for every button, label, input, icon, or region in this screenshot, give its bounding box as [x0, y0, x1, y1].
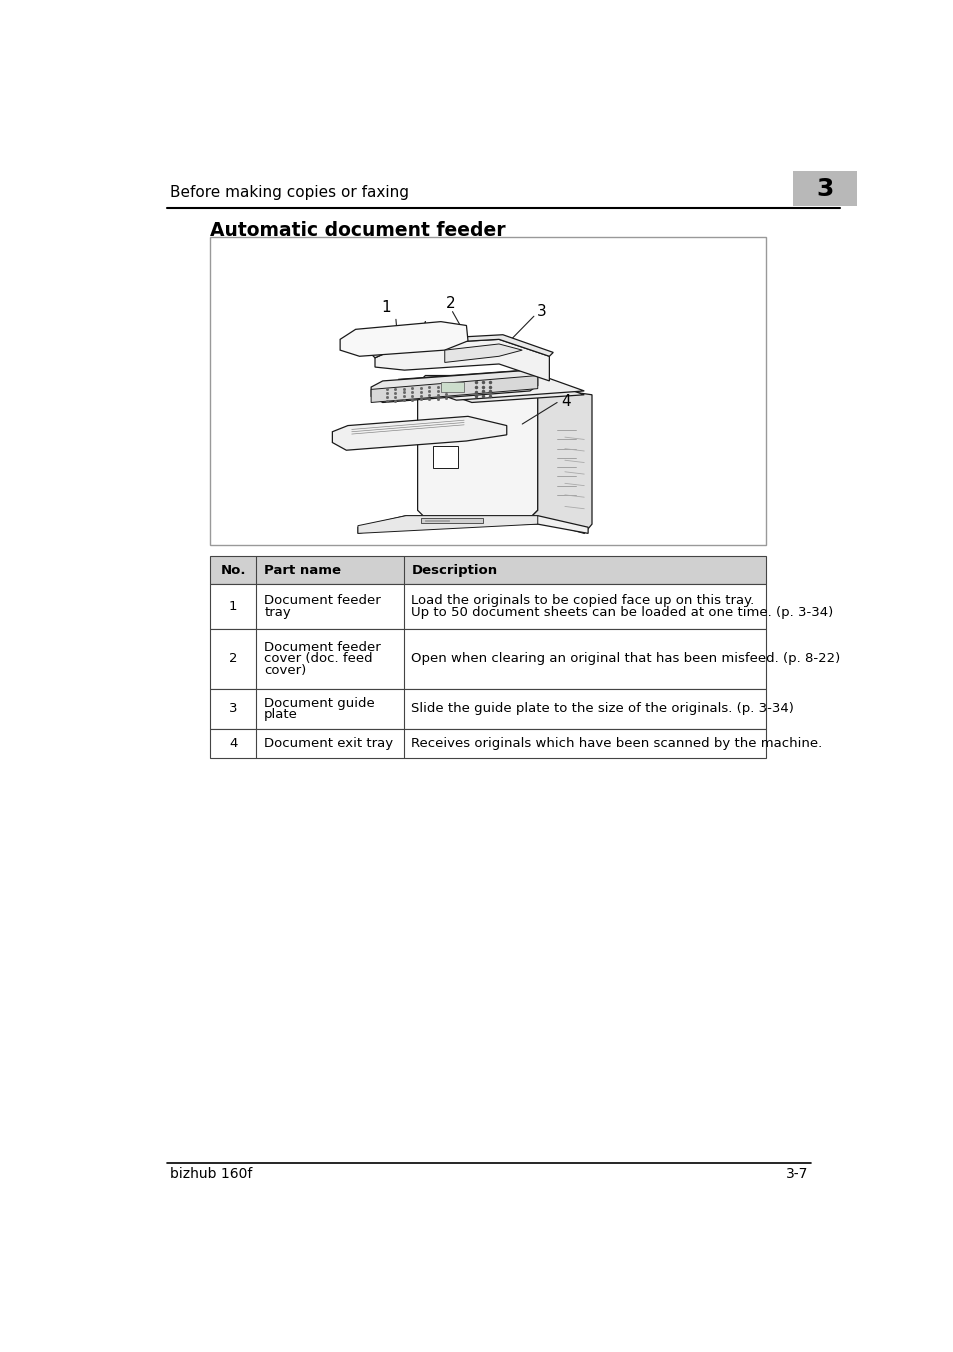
Text: 1: 1 — [229, 600, 237, 612]
Polygon shape — [397, 370, 583, 400]
Polygon shape — [371, 376, 537, 403]
Polygon shape — [371, 370, 537, 403]
Text: 3-7: 3-7 — [785, 1167, 807, 1182]
Text: 1: 1 — [380, 300, 390, 315]
Text: cover (doc. feed: cover (doc. feed — [264, 653, 373, 665]
Text: Automatic document feeder: Automatic document feeder — [210, 220, 505, 239]
Text: 2: 2 — [446, 296, 456, 311]
Polygon shape — [371, 335, 553, 358]
Polygon shape — [375, 339, 549, 381]
Bar — [210, 729, 765, 758]
Bar — [210, 557, 765, 584]
Bar — [210, 690, 765, 729]
Text: Before making copies or faxing: Before making copies or faxing — [170, 185, 408, 200]
Text: Up to 50 document sheets can be loaded at one time. (p. 3-34): Up to 50 document sheets can be loaded a… — [411, 606, 833, 619]
Bar — [210, 237, 765, 545]
Polygon shape — [332, 416, 506, 450]
Text: No.: No. — [220, 564, 246, 577]
Text: Slide the guide plate to the size of the originals. (p. 3-34): Slide the guide plate to the size of the… — [411, 703, 794, 715]
Bar — [421, 518, 483, 523]
Polygon shape — [417, 376, 583, 403]
Text: Description: Description — [411, 564, 497, 577]
Text: Part name: Part name — [264, 564, 341, 577]
Text: Document feeder: Document feeder — [264, 641, 380, 654]
Text: 3: 3 — [229, 703, 237, 715]
Polygon shape — [357, 515, 587, 534]
Bar — [210, 584, 765, 629]
Text: 4: 4 — [560, 395, 570, 410]
Text: 4: 4 — [229, 737, 237, 750]
Text: Open when clearing an original that has been misfeed. (p. 8-22): Open when clearing an original that has … — [411, 653, 840, 665]
Text: tray: tray — [264, 606, 291, 619]
Text: Document exit tray: Document exit tray — [264, 737, 393, 750]
Text: cover): cover) — [264, 664, 306, 676]
Bar — [210, 629, 765, 690]
Text: plate: plate — [264, 708, 297, 721]
Polygon shape — [417, 376, 537, 518]
Text: 2: 2 — [229, 653, 237, 665]
Text: 3: 3 — [816, 177, 833, 201]
Text: Document guide: Document guide — [264, 696, 375, 710]
Text: bizhub 160f: bizhub 160f — [170, 1167, 252, 1182]
Bar — [793, 172, 856, 206]
Polygon shape — [444, 343, 521, 362]
Polygon shape — [340, 322, 468, 357]
Text: Receives originals which have been scanned by the machine.: Receives originals which have been scann… — [411, 737, 821, 750]
Text: Load the originals to be copied face up on this tray.: Load the originals to be copied face up … — [411, 595, 754, 607]
Bar — [433, 446, 457, 468]
Polygon shape — [530, 387, 592, 534]
Bar — [440, 383, 464, 392]
Text: 3: 3 — [537, 304, 546, 319]
Text: Document feeder: Document feeder — [264, 595, 380, 607]
Polygon shape — [357, 515, 537, 534]
Bar — [425, 519, 448, 521]
